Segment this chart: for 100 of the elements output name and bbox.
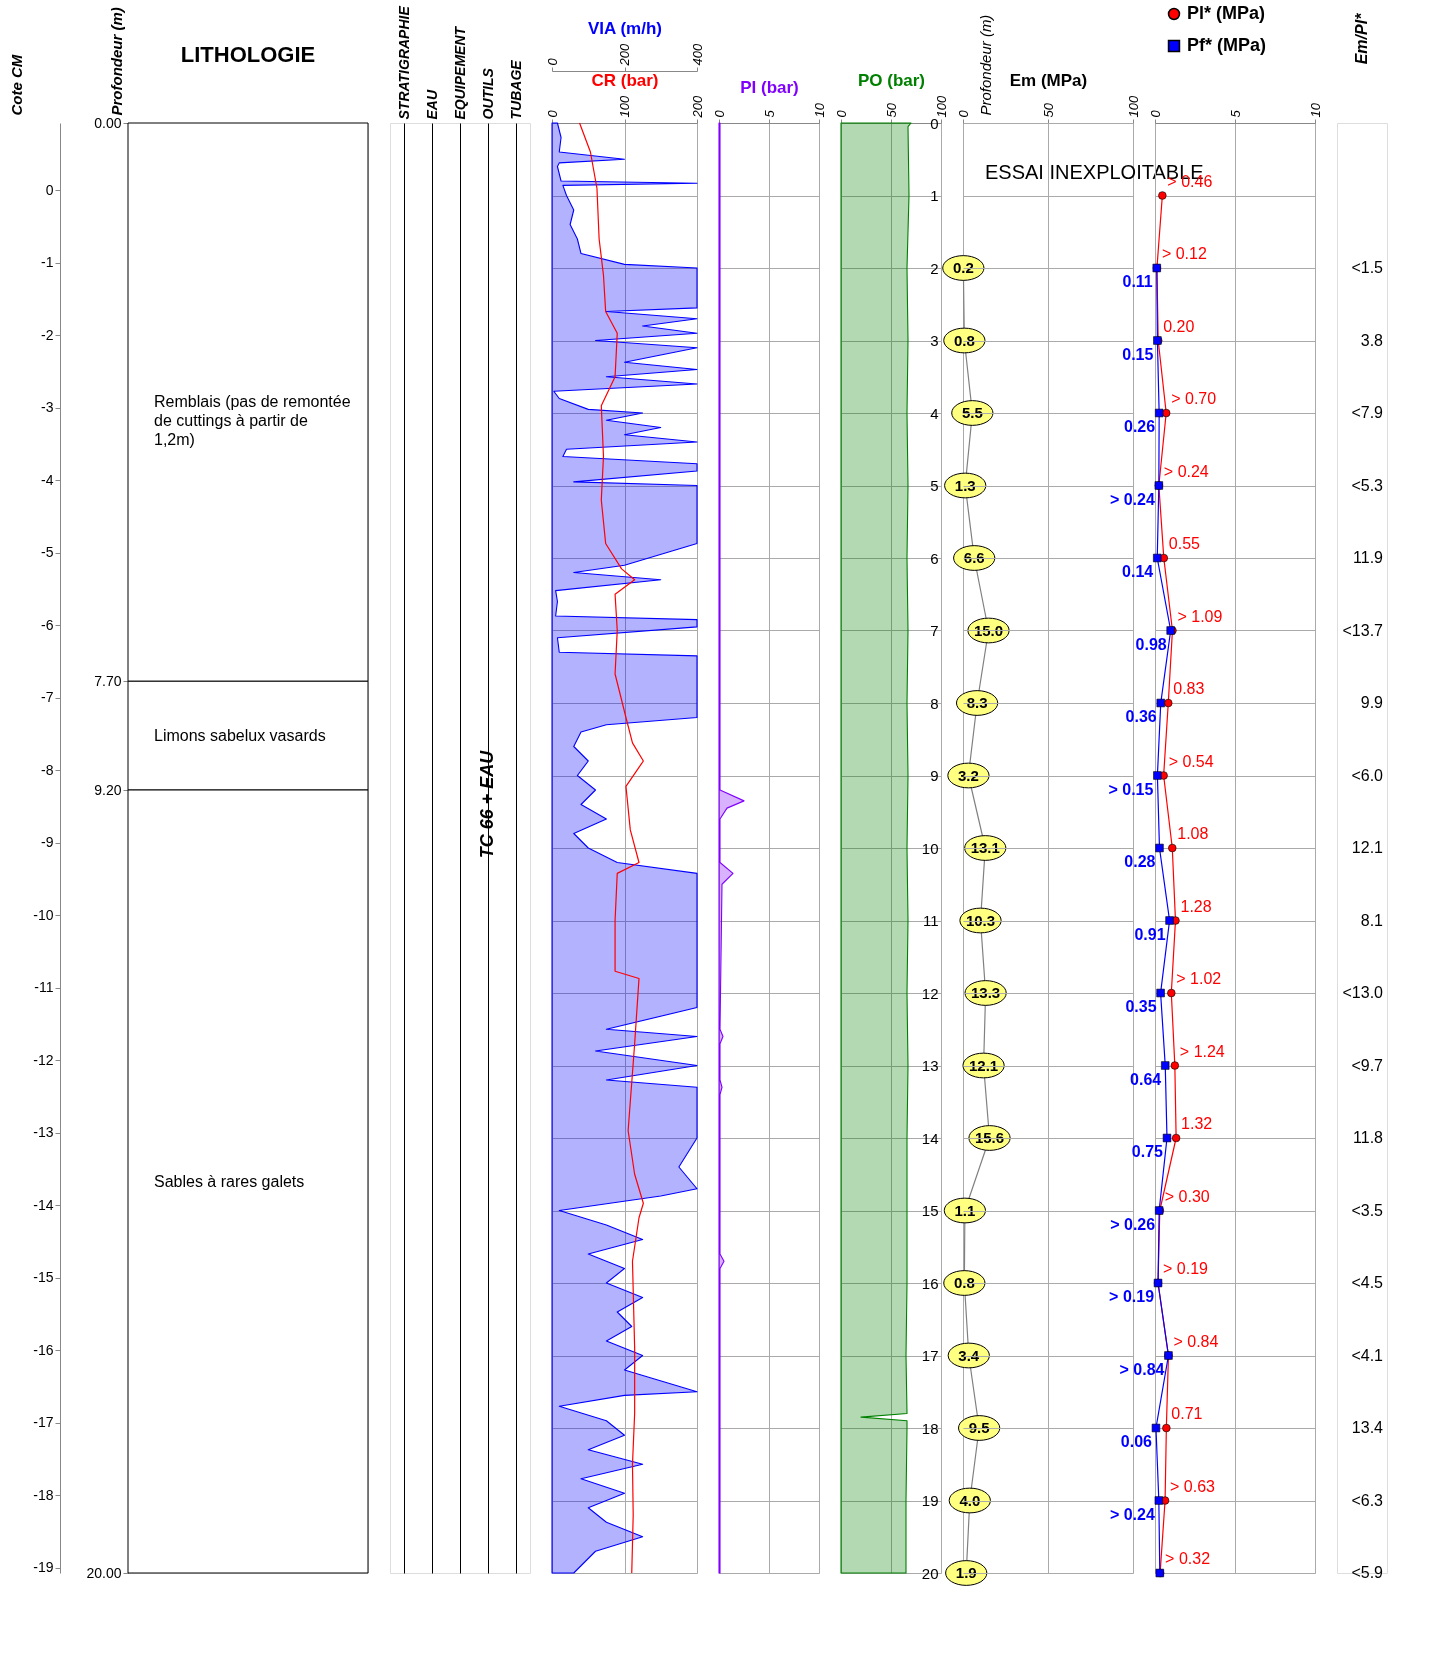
y-tick-label: 15 xyxy=(921,1202,939,1219)
data-label: > 0.15 xyxy=(1108,780,1154,798)
data-label: > 1.02 xyxy=(1176,970,1222,987)
data-label: > 1.24 xyxy=(1179,1042,1225,1060)
point xyxy=(1156,698,1165,708)
point xyxy=(1162,1423,1171,1433)
x-tick-label: 5 xyxy=(1227,109,1243,118)
point xyxy=(1171,1133,1181,1143)
y-tick-label: 19 xyxy=(921,1492,939,1509)
y-tick-label: 1 xyxy=(930,187,939,204)
point xyxy=(1167,988,1176,998)
y2-tick-label: -10 xyxy=(33,906,54,923)
point xyxy=(1153,771,1162,780)
y2-tick-label: -8 xyxy=(41,761,54,778)
x-tick-label: 100 xyxy=(933,95,949,118)
x-tick-label: 0 xyxy=(1147,109,1163,118)
x-tick-label: 100 xyxy=(1125,95,1141,118)
data-label: 1.32 xyxy=(1181,1115,1213,1132)
y-axis-title: Profondeur (m) xyxy=(107,7,125,116)
text: 11.8 xyxy=(1353,1129,1384,1146)
y-tick-label: 0.00 xyxy=(94,114,122,131)
x-tick-label: 0 xyxy=(955,109,971,118)
y2-tick-label: -3 xyxy=(41,399,54,416)
data-label: 0.71 xyxy=(1171,1405,1203,1422)
y-tick-label: 12 xyxy=(921,984,939,1002)
y-axis-title: Profondeur (m) xyxy=(976,14,994,116)
x-tick-label: 10 xyxy=(811,102,827,118)
text: 11.9 xyxy=(1353,549,1384,566)
text: 3.8 xyxy=(1360,331,1384,349)
data-label: > 0.54 xyxy=(1168,752,1214,770)
text: CR (bar) xyxy=(591,70,659,90)
y2-tick-label: -1 xyxy=(41,254,54,271)
data-label: 0.11 xyxy=(1122,273,1153,290)
x-tick-label: 200 xyxy=(617,43,632,67)
y-tick-label: 7 xyxy=(930,622,939,639)
y-tick-label: 16 xyxy=(921,1274,939,1292)
y2-tick-label: -9 xyxy=(41,834,54,851)
category-label: TUBAGE xyxy=(507,59,524,120)
x-tick-label: 50 xyxy=(883,102,899,118)
y2-axis-title: Cote CM xyxy=(7,54,25,116)
y2-tick-label: -16 xyxy=(33,1341,54,1358)
y-tick-label: 20.00 xyxy=(86,1564,122,1581)
y-tick-label: 5 xyxy=(930,477,939,494)
y2-tick-label: 0 xyxy=(45,181,54,198)
series-label: Limons sabelux vasards xyxy=(154,726,326,744)
y-tick-label: 9 xyxy=(930,767,939,784)
y-tick-label: 13 xyxy=(921,1057,939,1074)
data-label: 0.75 xyxy=(1131,1143,1164,1160)
x-tick-label: 0 xyxy=(711,109,727,118)
data-label: > 0.24 xyxy=(1109,1505,1155,1523)
text: Em/Pl* xyxy=(1353,12,1370,65)
text: <6.0 xyxy=(1351,766,1384,784)
x-tick-label: 50 xyxy=(1040,102,1056,118)
text: <9.7 xyxy=(1351,1056,1384,1074)
y-tick-label: 8 xyxy=(930,694,939,712)
text: VIA (m/h) xyxy=(588,18,662,38)
text: <7.9 xyxy=(1351,404,1384,421)
data-label: 0.15 xyxy=(1122,345,1154,363)
data-label: 0.26 xyxy=(1124,418,1156,435)
text: 13.4 xyxy=(1351,1419,1384,1436)
category-label: OUTILS xyxy=(479,67,496,120)
text: 8.1 xyxy=(1360,911,1384,929)
data-label: 0.83 xyxy=(1173,680,1205,697)
data-label: 0.06 xyxy=(1120,1433,1153,1450)
text: <1.5 xyxy=(1351,259,1384,276)
data-label: 0.91 xyxy=(1134,925,1166,943)
point xyxy=(1164,698,1173,708)
point xyxy=(1161,1061,1170,1070)
text: 12.1 xyxy=(1351,839,1384,856)
y-tick-label: 6 xyxy=(930,549,939,567)
y2-tick-label: -19 xyxy=(33,1559,54,1576)
y-tick-label: 14 xyxy=(921,1129,939,1147)
data-label: > 0.24 xyxy=(1163,462,1209,480)
y-tick-label: 2 xyxy=(930,259,939,277)
point xyxy=(1154,1496,1164,1505)
data-label: 0.98 xyxy=(1135,635,1167,653)
y2-tick-label: -6 xyxy=(41,616,54,633)
y2-tick-label: -15 xyxy=(33,1269,54,1286)
y2-tick-label: -7 xyxy=(41,689,54,706)
y-tick-label: 10 xyxy=(921,839,939,857)
category-label: STRATIGRAPHIE xyxy=(395,5,412,120)
chart-title: LITHOLOGIE xyxy=(180,41,316,67)
data-label: > 0.19 xyxy=(1163,1260,1209,1277)
y-tick-label: 20 xyxy=(921,1564,939,1582)
y-tick-label: 17 xyxy=(921,1347,939,1364)
y-tick-label: 9.20 xyxy=(94,781,122,798)
y-tick-label: 4 xyxy=(930,404,939,422)
point xyxy=(1155,843,1164,853)
x-tick-label: 10 xyxy=(1307,102,1323,118)
y-tick-label: 11 xyxy=(922,912,939,929)
category-label: EAU xyxy=(423,89,440,120)
data-label: 1.28 xyxy=(1180,897,1212,915)
legend-label: Pf* (MPa) xyxy=(1187,35,1267,55)
text: <3.5 xyxy=(1351,1201,1384,1219)
series-label: PO (bar) xyxy=(857,70,926,90)
data-label: 0.64 xyxy=(1130,1070,1162,1088)
text: 9.9 xyxy=(1360,694,1384,711)
x-tick-label: 5 xyxy=(761,109,777,118)
point xyxy=(1162,1133,1172,1143)
data-label: > 0.70 xyxy=(1171,390,1217,407)
